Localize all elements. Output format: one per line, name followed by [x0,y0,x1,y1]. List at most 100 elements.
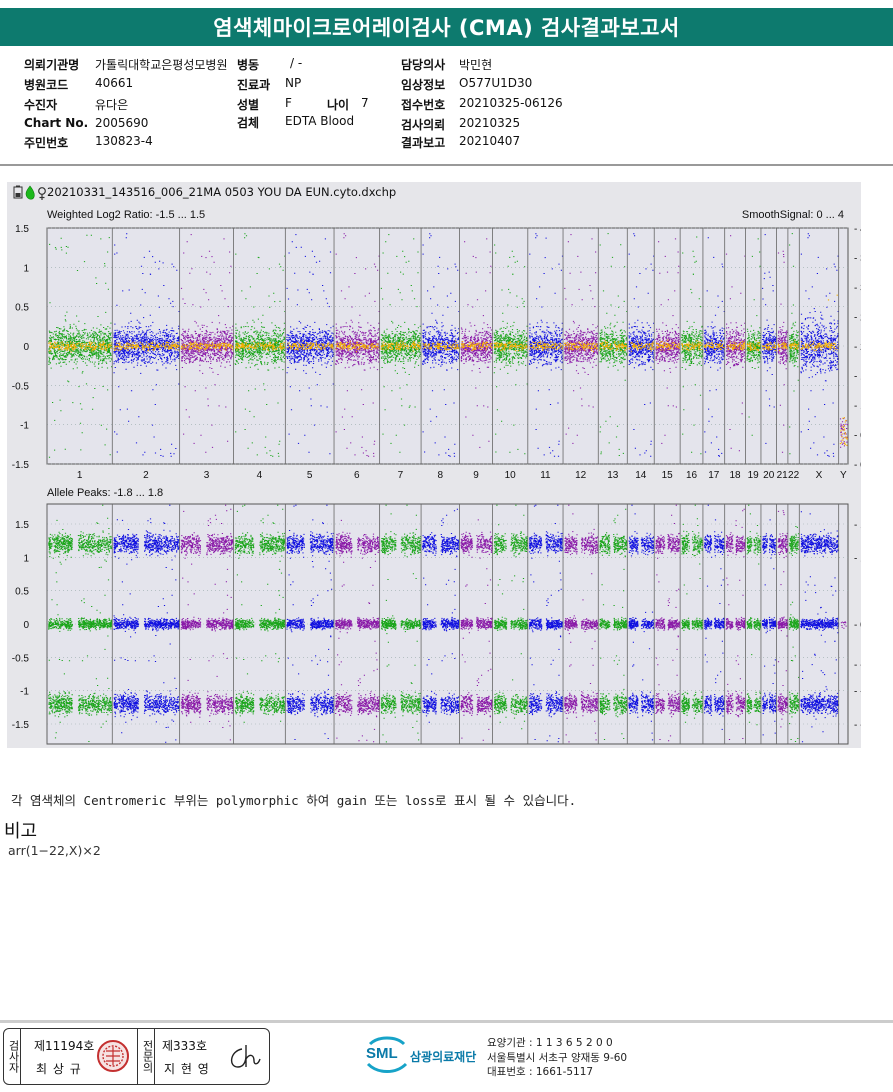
y2-tick-label: - 3 [854,283,861,294]
specialist-label: 전문의 [141,1040,154,1073]
allele-points [180,504,847,743]
y2-tick-label: - -0.6 [854,660,861,671]
y2-tick-label: - 1.5 [854,372,861,383]
cma-plot-panel: 20210331_143516_006_21MA 0503 YOU DA EUN… [7,182,861,748]
info-label: 의뢰기관명 [24,58,80,72]
y2-tick-label: - 2 [854,342,861,353]
chromosome-label: 11 [540,470,551,481]
allele-points [48,504,800,743]
y-tick-label: 0.5 [15,587,29,598]
info-label: Chart No. [24,116,89,130]
info-value: 40661 [95,76,134,90]
chromosome-label: 14 [635,470,647,481]
info-label: 성별 [237,98,260,112]
chromosome-label: 22 [788,470,800,481]
y2-tick-label: - 1 [854,401,861,412]
y2-tick-label: - -1.5 [854,720,861,731]
y2-tick-label: - 2.5 [854,313,861,324]
chromosome-label: 8 [437,470,443,481]
y-tick-label: -1 [20,421,29,432]
y-tick-label: -0.5 [12,653,30,664]
y2-tick-label: - 3.5 [854,254,861,265]
institution-phone: 대표번호 : 1661-5117 [487,1066,594,1078]
smooth-signal-points [48,294,848,446]
green-drop-icon [25,185,35,200]
chromosome-label: 20 [763,470,775,481]
info-value: NP [285,76,302,90]
y2-tick-label: - 0.5 [854,431,861,442]
y2-tick-label: - -1 [854,687,861,698]
info-value: F [285,96,292,110]
info-value: 7 [361,96,369,110]
chromosome-label: 19 [748,470,760,481]
remarks-title: 비고 [4,821,38,842]
y2-tick-label: - 4 [854,224,861,235]
y2-tick-label: - 1 [854,553,861,564]
log2-title: Weighted Log2 Ratio: -1.5 ... 1.5 [47,209,205,221]
info-label: 검체 [237,116,260,130]
chromosome-label: 6 [354,470,360,481]
smooth-title: SmoothSignal: 0 ... 4 [742,209,844,221]
y-tick-label: 1 [23,263,29,274]
y-tick-label: -1.5 [12,720,30,731]
chromosome-label: X [816,470,823,481]
chromosome-label: 17 [708,470,720,481]
y-tick-label: 0.5 [15,303,29,314]
info-label: 주민번호 [24,136,69,150]
sml-logo-text: SML [366,1045,398,1062]
chromosome-label: 9 [473,470,479,481]
battery-icon [13,185,23,199]
institution-code: 요양기관 : 1 1 3 6 5 2 0 0 [487,1037,613,1049]
specialist-license: 제333호 [162,1039,207,1053]
info-label: 결과보고 [401,136,446,150]
chromosome-label: 5 [307,470,313,481]
allele-title: Allele Peaks: -1.8 ... 1.8 [47,487,163,499]
remarks-text: arr(1−22,X)×2 [8,843,101,858]
y-tick-label: -0.5 [12,381,30,392]
chromosome-label: 16 [686,470,698,481]
specialist-vertical-label: 전문의 [137,1029,155,1084]
info-value: 130823-4 [95,134,153,148]
female-symbol-icon [38,187,46,200]
plot-filename: 20210331_143516_006_21MA 0503 YOU DA EUN… [47,185,397,199]
institution-address: 서울특별시 서초구 양재동 9-60 [487,1051,628,1064]
plot-status-icons [13,185,46,200]
chromosome-label: 15 [662,470,674,481]
examiner-seal-icon [97,1040,129,1072]
examiner-vertical-label: 검사자 [4,1029,21,1084]
examiner-license: 제11194호 [34,1039,95,1053]
info-label: 병원코드 [24,78,69,92]
y-tick-label: -1 [20,687,29,698]
specialist-signature-icon [231,1045,261,1068]
info-label: 담당의사 [401,58,446,72]
y-tick-label: 1 [23,553,29,564]
cma-chart-svg: Weighted Log2 Ratio: -1.5 ... 1.5 SmoothS… [12,209,861,745]
info-value: 20210325-06126 [459,96,563,110]
info-value: 유다은 [95,98,129,112]
chromosome-label: Y [840,470,847,481]
patient-info-section: 의뢰기관명 가톨릭대학교은평성모병원 병원코드 40661 수진자 유다은 Ch… [0,52,893,166]
info-value: 20210325 [459,116,521,130]
chromosome-label: 10 [505,470,517,481]
chromosome-label: 1 [77,470,83,481]
y-tick-label: 1.5 [15,224,29,235]
y2-tick-label: - 0 [854,620,861,631]
centromere-note: 각 염색체의 Centromeric 부위는 polymorphic 하여 ga… [11,793,577,808]
sml-logo-icon: SML [366,1036,408,1073]
info-label: 접수번호 [401,98,446,112]
chromosome-label: 2 [143,470,149,481]
allele-points [113,504,839,743]
info-label: 수진자 [24,98,58,112]
chromosome-label: 4 [257,470,263,481]
info-value: EDTA Blood [285,114,355,128]
y-tick-label: -1.5 [12,460,30,471]
org-name: 삼광의료재단 [410,1050,477,1064]
info-label: 진료과 [237,78,271,92]
examiner-label: 검사자 [7,1040,20,1073]
info-value: 가톨릭대학교은평성모병원 [95,58,228,72]
y-tick-label: 1.5 [15,520,29,531]
info-value: / - [290,56,303,70]
report-title: 염색체마이크로어레이검사 (CMA) 검사결과보고서 [0,8,893,46]
chromosome-label: 12 [575,470,587,481]
chromosome-label: 7 [398,470,404,481]
